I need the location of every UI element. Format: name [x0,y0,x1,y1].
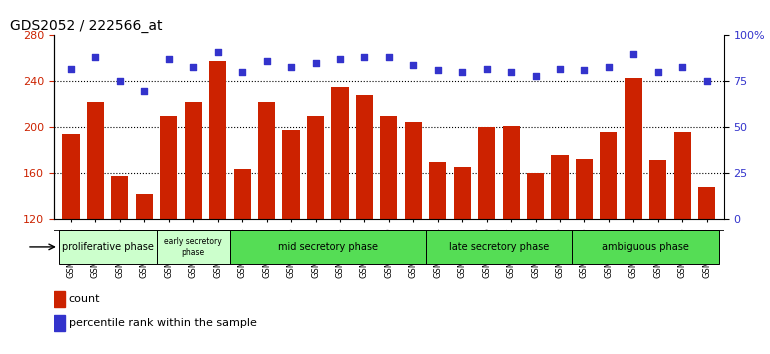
Bar [572,230,719,264]
Bar [307,116,324,219]
Point [310,60,322,66]
Point [187,64,199,69]
Point [554,66,566,72]
Bar [405,122,422,219]
Bar [478,127,495,219]
Point [530,73,542,79]
Bar [62,134,79,219]
Point [432,68,444,73]
Bar [503,126,520,219]
Bar [54,315,65,331]
Point [358,55,370,60]
Text: early secretory
phase: early secretory phase [164,237,222,257]
Bar [380,116,397,219]
Bar [230,230,426,264]
Bar [356,95,373,219]
Point [578,68,591,73]
Bar [429,162,447,219]
Point [65,66,77,72]
Bar [527,173,544,219]
Bar [624,78,642,219]
Point [212,49,224,55]
Bar [674,132,691,219]
Bar [54,291,65,307]
Point [260,58,273,64]
Point [333,57,346,62]
Bar [426,230,572,264]
Bar [601,132,618,219]
Point [162,57,175,62]
Bar [156,230,230,264]
Bar [698,187,715,219]
Point [383,55,395,60]
Bar [576,159,593,219]
Bar [233,169,251,219]
Bar [59,230,156,264]
Bar [551,155,568,219]
Text: ambiguous phase: ambiguous phase [602,242,689,252]
Point [603,64,615,69]
Point [480,66,493,72]
Bar [649,160,666,219]
Point [701,79,713,84]
Point [138,88,150,93]
Bar [87,102,104,219]
Text: GDS2052 / 222566_at: GDS2052 / 222566_at [10,19,163,33]
Bar [331,87,349,219]
Point [285,64,297,69]
Bar [185,102,202,219]
Bar [160,116,177,219]
Point [89,55,102,60]
Point [505,69,517,75]
Text: late secretory phase: late secretory phase [449,242,549,252]
Bar [209,61,226,219]
Text: count: count [69,294,100,304]
Point [407,62,420,68]
Point [628,51,640,57]
Bar [283,130,300,219]
Point [456,69,468,75]
Bar [112,176,129,219]
Point [236,69,248,75]
Text: percentile rank within the sample: percentile rank within the sample [69,318,256,329]
Point [114,79,126,84]
Point [651,69,664,75]
Point [676,64,688,69]
Bar [454,166,470,219]
Text: mid secretory phase: mid secretory phase [278,242,378,252]
Text: proliferative phase: proliferative phase [62,242,154,252]
Bar [258,102,275,219]
Bar [136,194,153,219]
